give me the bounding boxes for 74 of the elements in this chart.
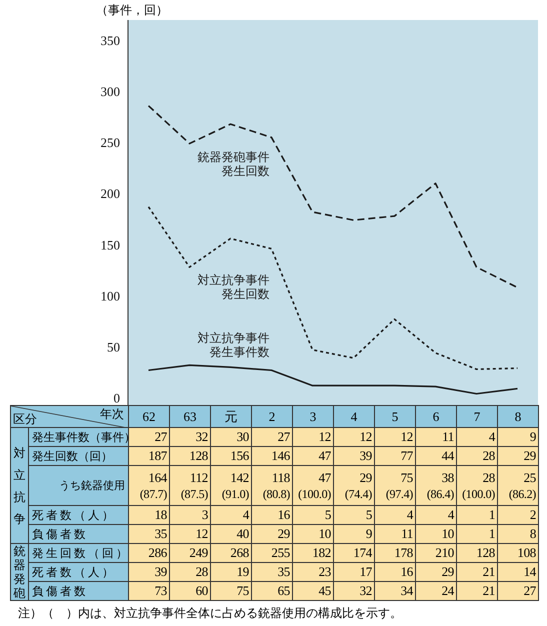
data-label: 128: [172, 448, 208, 464]
text: 注）（ ）内は、対立抗争事件全体に占める銃器使用の構成比を示す。: [18, 605, 402, 622]
data-label: 9: [500, 429, 536, 445]
data-label: 174: [336, 545, 372, 561]
series-label: 対立抗争事件発生事件数: [196, 331, 270, 360]
x-tick-label: 63: [170, 408, 210, 424]
data-label: 4: [459, 429, 496, 445]
data-label: 268: [213, 545, 250, 561]
y-tick-label: 50: [107, 339, 120, 354]
data-label: 128: [459, 545, 496, 561]
data-label: 30: [213, 429, 250, 445]
text: 18 3 4 16 5 5 4 4 1 2: [154, 507, 536, 522]
data-label: 249: [172, 545, 208, 561]
data-label: 178: [377, 545, 414, 561]
text: 発生事件数（事件）: [32, 430, 136, 444]
text: 銃器発砲: [13, 544, 26, 600]
data-label: 108: [500, 545, 536, 561]
text: 年次: [100, 406, 124, 423]
text: 164 112 142 118 47 29 75 38 28 25: [148, 470, 536, 484]
x-tick-label: 元: [211, 408, 252, 426]
data-label: 286: [131, 545, 168, 561]
x-tick-label: 3: [293, 408, 334, 424]
data-label: 27: [154, 429, 168, 444]
text: 負傷者数: [32, 584, 88, 598]
data-label: 28: [459, 448, 496, 464]
y-tick-label: 300: [100, 84, 120, 100]
text: 発生回数（回）: [32, 448, 112, 462]
data-label: 156: [213, 448, 250, 464]
series-label: 銃器発砲事件発生回数: [196, 150, 270, 178]
text: 35 12 40 29 10 9 11 10 1 8: [154, 526, 536, 541]
x-tick-label: 4: [334, 408, 374, 424]
data-label: 11: [418, 429, 454, 445]
text: 対立抗争: [13, 444, 26, 528]
data-label: 255: [254, 545, 290, 561]
data-label: 77: [377, 448, 414, 464]
data-label: 187: [131, 448, 168, 464]
data-label: 12: [336, 429, 372, 445]
x-tick-label: 2: [252, 408, 292, 424]
text: うち銃器使用: [59, 479, 125, 492]
text: 発生回数（回）: [32, 546, 130, 560]
x-tick-label: 7: [457, 408, 498, 424]
data-label: 182: [295, 545, 332, 561]
y-tick-label: 350: [100, 33, 120, 48]
series-label: 対立抗争事件発生回数: [196, 273, 270, 302]
text: 死者数（人）: [32, 508, 116, 522]
y-axis-title: （事件，回）: [96, 2, 168, 19]
x-tick-label: 5: [375, 408, 416, 424]
line-series: [148, 104, 518, 288]
text: 39 28 19 35 23 17 16 29 21 14: [154, 564, 536, 579]
x-tick-label: 8: [498, 408, 538, 424]
data-label: 47: [295, 448, 332, 464]
text: 73 60 75 65 45 32 34 24 21 27: [154, 583, 536, 598]
text: (87.7) (87.5) (91.0) (80.8) (100.0) (74.4) (97.4) (86.4) (100.0) (86.2): [140, 486, 536, 500]
data-label: 210: [418, 545, 454, 561]
y-tick-label: 100: [100, 288, 120, 304]
text: 死者数（人）: [32, 564, 116, 578]
data-label: 27: [254, 429, 290, 445]
text: 負傷者数: [32, 526, 88, 540]
y-tick-label: 0: [114, 390, 120, 406]
line-series: [148, 364, 518, 395]
y-tick-label: 250: [100, 135, 120, 150]
line-series: [148, 206, 518, 370]
text: 区分: [13, 412, 37, 426]
data-label: 32: [172, 429, 208, 445]
data-label: 12: [377, 429, 414, 445]
x-tick-label: 62: [129, 408, 170, 424]
y-tick-label: 200: [100, 186, 120, 202]
y-tick-label: 150: [100, 237, 120, 252]
data-label: 146: [254, 448, 290, 464]
x-tick-label: 6: [416, 408, 456, 424]
data-label: 29: [500, 448, 536, 464]
data-label: 39: [336, 448, 372, 464]
data-label: 44: [418, 448, 454, 464]
data-label: 12: [295, 429, 332, 445]
